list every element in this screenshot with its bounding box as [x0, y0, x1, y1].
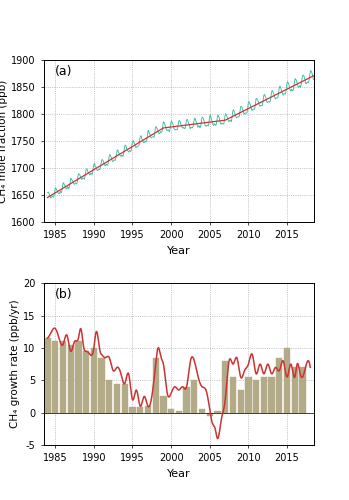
Bar — [207, 412, 213, 416]
Bar — [191, 380, 198, 412]
Bar — [222, 361, 228, 412]
Bar — [91, 348, 97, 412]
Bar — [184, 387, 190, 412]
Bar — [83, 351, 89, 412]
Bar — [230, 377, 236, 412]
Y-axis label: CH₄ mole fraction (ppb): CH₄ mole fraction (ppb) — [0, 80, 8, 202]
Bar — [238, 390, 244, 412]
Bar — [114, 384, 120, 412]
Bar — [145, 406, 151, 412]
Y-axis label: CH₄ growth rate (ppb/yr): CH₄ growth rate (ppb/yr) — [10, 300, 20, 428]
Bar — [67, 344, 74, 412]
Text: (a): (a) — [54, 65, 72, 78]
Bar — [153, 358, 159, 412]
Bar — [245, 377, 252, 412]
Bar — [276, 358, 282, 412]
Bar — [199, 410, 205, 412]
Bar — [75, 342, 82, 412]
Bar — [253, 380, 259, 412]
Bar — [121, 384, 128, 412]
Bar — [168, 410, 174, 412]
X-axis label: Year: Year — [167, 469, 191, 479]
Bar — [106, 380, 112, 412]
Bar — [292, 368, 298, 412]
Bar — [129, 408, 136, 412]
Bar — [268, 377, 275, 412]
Bar — [284, 348, 290, 412]
Bar — [261, 377, 267, 412]
Bar — [160, 396, 166, 412]
X-axis label: Year: Year — [167, 246, 191, 256]
Bar — [44, 338, 51, 412]
Bar — [60, 342, 66, 412]
Text: (b): (b) — [54, 288, 72, 301]
Bar — [52, 342, 58, 412]
Bar — [98, 358, 105, 412]
Bar — [299, 368, 306, 412]
Bar — [137, 408, 143, 412]
